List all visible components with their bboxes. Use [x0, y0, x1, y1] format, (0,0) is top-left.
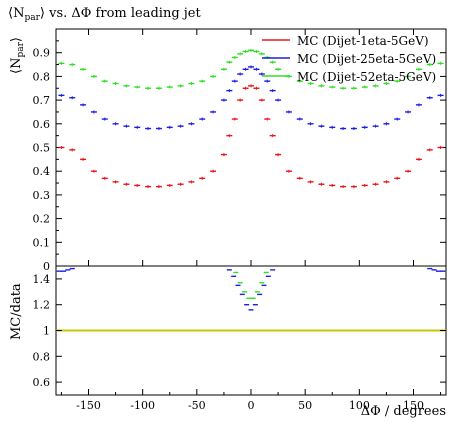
x-tick-label: 100	[349, 399, 370, 412]
legend: MC (Dijet-1eta-5GeV) MC (Dijet-25eta-5Ge…	[262, 34, 436, 84]
ratio-series-1	[56, 267, 446, 311]
x-tick-label: 0	[248, 399, 255, 412]
chart-title: ⟨Npar⟩ vs. ΔΦ from leading jet	[8, 6, 201, 23]
x-tick-label: 150	[403, 399, 424, 412]
series-1	[58, 84, 444, 189]
main-series-layer	[58, 48, 444, 189]
main-y-tick-label: 0.8	[33, 70, 51, 83]
main-y-tick-label: 0	[43, 260, 50, 273]
main-y-tick-label: 0.6	[33, 118, 51, 131]
ratio-y-tick-label: 0.8	[33, 350, 51, 363]
ratio-y-axis: 0.6 0.8 1 1.2 1.4	[33, 273, 446, 389]
series-3	[58, 48, 444, 90]
ratio-series-2	[233, 271, 269, 299]
main-y-axis-label: ⟨Npar⟩	[9, 37, 26, 74]
x-axis-label: ΔΦ / degrees	[361, 404, 446, 419]
ratio-y-tick-label: 0.6	[33, 376, 51, 389]
main-y-tick-label: 0.2	[33, 213, 51, 226]
legend-label-3: MC (Dijet-52eta-5GeV)	[297, 70, 436, 84]
legend-label-2: MC (Dijet-25eta-5GeV)	[297, 52, 436, 66]
main-y-tick-label: 0.7	[33, 94, 51, 107]
main-x-axis-ticks	[88, 29, 414, 266]
ratio-y-tick-label: 1.2	[33, 299, 51, 312]
main-y-tick-label: 0.4	[33, 165, 51, 178]
ratio-series-layer	[56, 267, 446, 311]
ratio-y-tick-label: 1	[43, 325, 50, 338]
main-y-tick-label: 0.5	[33, 142, 51, 155]
x-tick-label: -50	[188, 399, 206, 412]
main-y-tick-label: 0.3	[33, 189, 51, 202]
x-tick-label: -100	[130, 399, 155, 412]
x-tick-label: 50	[298, 399, 312, 412]
main-y-axis: 0 0.1 0.2 0.3 0.4 0.5 0.6 0.7 0.8 0.9	[33, 40, 446, 273]
main-y-tick-label: 0.9	[33, 47, 51, 60]
ratio-y-axis-label: MC/data	[9, 283, 24, 340]
ratio-y-tick-label: 1.4	[33, 273, 51, 286]
x-tick-label: -150	[76, 399, 101, 412]
series-2	[58, 65, 444, 131]
ratio-x-axis: -150 -100 -50 0 50 100 150	[60, 389, 442, 412]
main-y-tick-label: 0.1	[33, 236, 51, 249]
legend-label-1: MC (Dijet-1eta-5GeV)	[297, 34, 429, 48]
